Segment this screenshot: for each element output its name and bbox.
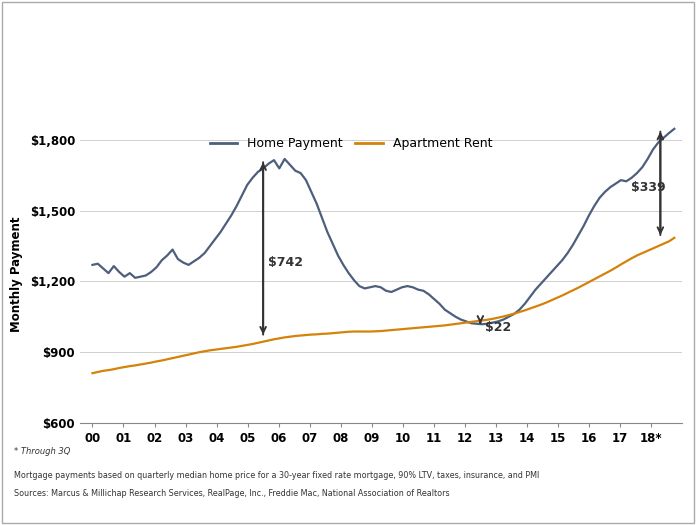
Y-axis label: Monthly Payment: Monthly Payment: [10, 216, 23, 332]
Text: * Through 3Q: * Through 3Q: [14, 447, 70, 456]
Text: $22: $22: [485, 321, 512, 334]
Text: Mortgage payments based on quarterly median home price for a 30-year fixed rate : Mortgage payments based on quarterly med…: [14, 471, 539, 480]
Text: $339: $339: [631, 181, 665, 194]
Text: Widening – Will Sustain Apartment Demand: Widening – Will Sustain Apartment Demand: [84, 85, 612, 104]
Text: Sources: Marcus & Millichap Research Services, RealPage, Inc., Freddie Mac, Nati: Sources: Marcus & Millichap Research Ser…: [14, 489, 450, 498]
Text: $742: $742: [268, 256, 303, 269]
Text: Gap Between Rent and Home Payment: Gap Between Rent and Home Payment: [114, 42, 582, 62]
Legend: Home Payment, Apartment Rent: Home Payment, Apartment Rent: [205, 132, 497, 155]
